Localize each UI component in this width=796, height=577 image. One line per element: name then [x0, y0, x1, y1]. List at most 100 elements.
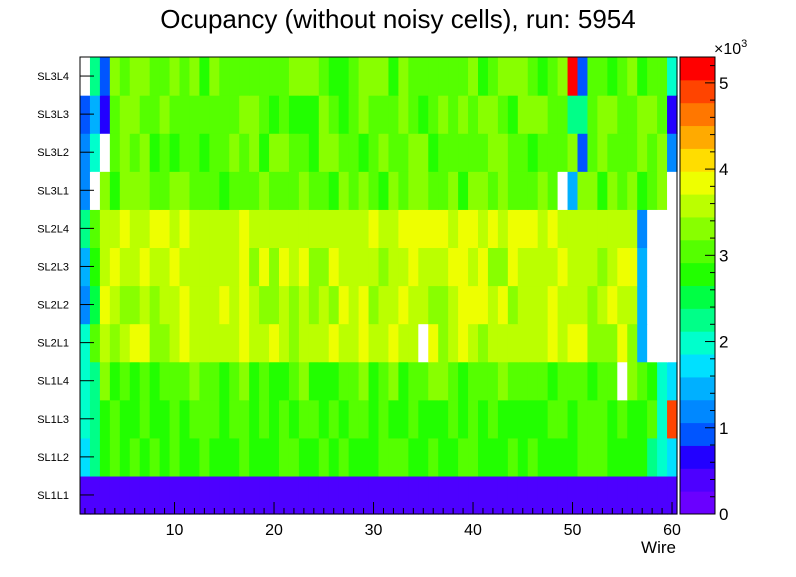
heatmap-cell	[607, 475, 618, 515]
heatmap-cell	[487, 57, 499, 96]
heatmap-cell	[179, 95, 191, 134]
heatmap-cell	[99, 247, 111, 287]
x-tick-label: 50	[564, 522, 582, 539]
heatmap-cell	[169, 133, 181, 172]
heatmap-cell	[298, 399, 310, 439]
heatmap-cell	[647, 247, 658, 287]
heatmap-cell	[239, 285, 250, 325]
heatmap-cell	[169, 171, 181, 210]
heatmap-cell	[398, 171, 409, 210]
heatmap-cell	[597, 247, 608, 287]
heatmap-cell	[607, 57, 618, 96]
heatmap-cell	[288, 399, 300, 439]
heatmap-cell	[269, 437, 280, 477]
heatmap-cell	[318, 475, 330, 515]
heatmap-cell	[279, 247, 290, 287]
heatmap-cell	[428, 95, 439, 134]
heatmap-cell	[189, 171, 200, 210]
heatmap-cell	[199, 247, 210, 287]
heatmap-cell	[348, 437, 360, 477]
heatmap-cell	[627, 475, 638, 515]
heatmap-cell	[557, 95, 569, 134]
heatmap-cell	[338, 171, 350, 210]
heatmap-cell	[557, 323, 569, 363]
heatmap-cell	[189, 133, 200, 172]
heatmap-cell	[179, 247, 191, 287]
heatmap-cell	[338, 247, 350, 287]
heatmap-cell	[348, 475, 360, 515]
heatmap-cell	[438, 57, 449, 96]
heatmap-cell	[209, 57, 220, 96]
heatmap-cell	[517, 475, 529, 515]
heatmap-cell	[607, 323, 618, 363]
heatmap-cell	[408, 95, 419, 134]
heatmap-cell	[119, 475, 131, 515]
heatmap-cell	[199, 95, 210, 134]
heatmap-cell	[199, 285, 210, 325]
heatmap-cell	[229, 285, 240, 325]
heatmap-cell	[497, 133, 509, 172]
heatmap-cell	[119, 95, 131, 134]
heatmap-cell	[308, 95, 320, 134]
heatmap-cell	[308, 437, 320, 477]
heatmap-cell	[378, 247, 390, 287]
heatmap-cell	[478, 323, 489, 363]
heatmap-cell	[458, 285, 469, 325]
heatmap-cell	[109, 171, 121, 210]
heatmap-cell	[408, 323, 419, 363]
heatmap-cell	[358, 209, 370, 249]
heatmap-cell	[607, 95, 618, 134]
heatmap-cell	[647, 475, 658, 515]
heatmap-cell	[378, 437, 390, 477]
heatmap-cell	[368, 247, 380, 287]
heatmap-cell	[468, 399, 479, 439]
colorbar-segment	[680, 148, 715, 172]
heatmap-cell	[338, 209, 350, 249]
heatmap-cell	[497, 323, 509, 363]
heatmap-cell	[338, 133, 350, 172]
heatmap-cell	[577, 361, 589, 401]
heatmap-cell	[358, 475, 370, 515]
heatmap-cell	[627, 285, 638, 325]
heatmap-cell	[149, 133, 161, 172]
heatmap-cell	[249, 247, 260, 287]
heatmap-cell	[418, 361, 429, 401]
heatmap-cell	[328, 437, 340, 477]
heatmap-cell	[109, 133, 121, 172]
heatmap-cell	[388, 323, 399, 363]
heatmap-cell	[378, 475, 390, 515]
heatmap-cell	[647, 323, 658, 363]
chart-title: Ocupancy (without noisy cells), run: 595…	[160, 4, 635, 34]
heatmap-cell	[458, 399, 469, 439]
heatmap-cell	[517, 285, 529, 325]
heatmap-cell	[547, 171, 559, 210]
heatmap-cell	[239, 57, 250, 96]
heatmap-cell	[189, 285, 200, 325]
heatmap-cell	[468, 475, 479, 515]
heatmap-cell	[189, 57, 200, 96]
heatmap-cell	[438, 475, 449, 515]
colorbar-segment	[680, 262, 715, 286]
heatmap-cell	[348, 133, 360, 172]
heatmap-cell	[269, 399, 280, 439]
heatmap-cell	[458, 57, 469, 96]
heatmap-cell	[308, 57, 320, 96]
heatmap-cell	[398, 475, 409, 515]
heatmap-cell	[239, 361, 250, 401]
colorbar-segment	[680, 468, 715, 492]
colorbar-segment	[680, 399, 715, 424]
heatmap-cell	[657, 57, 668, 96]
heatmap-cell	[139, 361, 151, 401]
heatmap-cell	[179, 399, 191, 439]
heatmap-cell	[448, 323, 459, 363]
heatmap-cell	[627, 437, 638, 477]
heatmap-cell	[109, 475, 121, 515]
heatmap-cell	[209, 361, 220, 401]
heatmap-cell	[99, 475, 111, 515]
heatmap-cell	[298, 475, 310, 515]
heatmap-cell	[537, 475, 549, 515]
heatmap-cell	[119, 437, 131, 477]
heatmap-cell	[388, 475, 399, 515]
heatmap-cell	[398, 57, 409, 96]
heatmap-cell	[209, 475, 220, 515]
